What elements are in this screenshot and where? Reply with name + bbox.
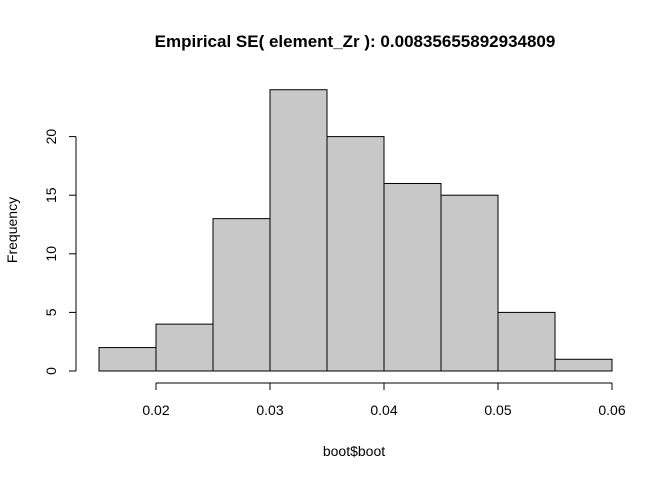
histogram-bar-7 [440, 194, 499, 372]
y-tick-label: 15 [43, 187, 59, 203]
x-axis-label: boot$boot [323, 443, 385, 459]
bars-group [98, 89, 613, 372]
y-tick-label: 10 [43, 246, 59, 262]
histogram-bar-5 [326, 136, 385, 372]
histogram-bar-8 [497, 311, 556, 372]
x-axis: 0.02 0.03 0.04 0.05 0.06 [142, 382, 626, 418]
x-tick-label: 0.02 [142, 402, 169, 418]
histogram-bar-2 [155, 323, 214, 372]
histogram-bar-6 [383, 182, 442, 372]
y-tick-label: 0 [43, 367, 59, 375]
histogram-bar-4 [269, 89, 328, 372]
x-tick-label: 0.06 [598, 402, 625, 418]
x-tick-label: 0.03 [256, 402, 283, 418]
y-axis-label: Frequency [4, 197, 20, 263]
histogram-bar-3 [212, 218, 271, 372]
y-axis: 0 5 10 15 20 [43, 129, 77, 375]
x-tick-label: 0.05 [484, 402, 511, 418]
y-tick-label: 20 [43, 129, 59, 145]
chart-title: Empirical SE( element_Zr ): 0.0083565589… [155, 32, 556, 51]
histogram-bar-1 [98, 347, 157, 372]
y-tick-label: 5 [43, 308, 59, 316]
x-tick-label: 0.04 [370, 402, 397, 418]
histogram-bar-9 [554, 358, 613, 372]
